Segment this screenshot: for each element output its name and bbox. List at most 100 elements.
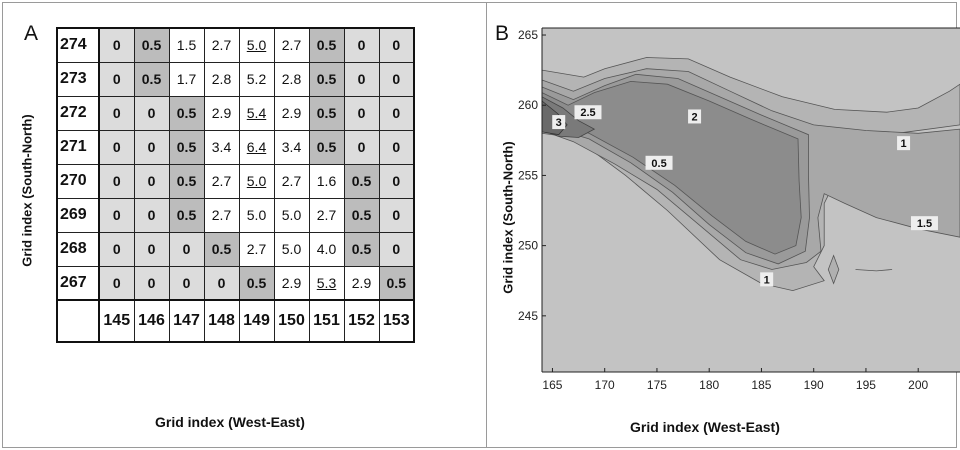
column-header: 145	[98, 299, 135, 343]
table-cell: 0	[98, 163, 135, 199]
table-cell: 2.7	[203, 197, 240, 233]
table-row: 272 0 0 0.5 2.9 5.4 2.9 0.5 0 0	[56, 95, 415, 131]
panel-b-x-axis-label: Grid index (West-East)	[630, 419, 780, 435]
table-row: 273 0 0.5 1.7 2.8 5.2 2.8 0.5 0 0	[56, 61, 415, 97]
table-cell: 0	[133, 265, 170, 301]
table-cell: 0	[98, 95, 135, 131]
table-cell: 2.7	[203, 163, 240, 199]
table-cell: 1.6	[308, 163, 345, 199]
table-cell: 5.0	[238, 27, 275, 63]
table-cell: 2.9	[273, 95, 310, 131]
column-header: 152	[343, 299, 380, 343]
panel-a-label: A	[24, 22, 39, 45]
table-cell: 0	[378, 163, 415, 199]
table-row: 274 0 0.5 1.5 2.7 5.0 2.7 0.5 0 0	[56, 27, 415, 63]
table-cell: 0	[343, 27, 380, 63]
table-cell: 0.5	[378, 265, 415, 301]
y-tick-label: 250	[518, 239, 538, 253]
row-header: 272	[56, 95, 100, 131]
table-corner	[56, 299, 100, 343]
column-header: 147	[168, 299, 205, 343]
row-header: 269	[56, 197, 100, 233]
column-header: 151	[308, 299, 345, 343]
table-cell: 0	[343, 61, 380, 97]
table-cell: 0	[378, 231, 415, 267]
table-cell: 0.5	[133, 27, 170, 63]
table-cell: 0	[133, 163, 170, 199]
contour-label: 2.5	[580, 107, 595, 119]
table-cell: 2.7	[273, 27, 310, 63]
contour-label: 1	[901, 138, 907, 150]
row-header: 271	[56, 129, 100, 165]
table-cell: 0	[98, 265, 135, 301]
table-cell: 0	[378, 95, 415, 131]
table-cell: 0.5	[133, 61, 170, 97]
row-header: 274	[56, 27, 100, 63]
table-cell: 0	[378, 61, 415, 97]
table-cell: 5.0	[273, 231, 310, 267]
x-tick-label: 165	[542, 378, 562, 392]
table-cell: 0.5	[238, 265, 275, 301]
grid-value-table: 274 0 0.5 1.5 2.7 5.0 2.7 0.5 0 0 273 0 0.5 1.7 2.8 5.2…	[56, 27, 415, 343]
table-cell: 0.5	[203, 231, 240, 267]
contour-label-box	[897, 136, 911, 151]
table-cell: 2.7	[273, 163, 310, 199]
table-cell: 0.5	[168, 197, 205, 233]
table-cell: 0	[98, 129, 135, 165]
x-tick-label: 175	[647, 378, 667, 392]
table-cell: 2.9	[273, 265, 310, 301]
row-header: 267	[56, 265, 100, 301]
table-cell: 0.5	[168, 129, 205, 165]
contour-label: 1	[764, 274, 770, 286]
contour-label-box	[760, 272, 774, 287]
table-row: 267 0 0 0 0 0.5 2.9 5.3 2.9 0.5	[56, 265, 415, 301]
contour-label: 2	[692, 111, 698, 123]
table-cell: 6.4	[238, 129, 275, 165]
table-row: 270 0 0 0.5 2.7 5.0 2.7 1.6 0.5 0	[56, 163, 415, 199]
table-cell: 0	[133, 231, 170, 267]
contour-label: 0.5	[651, 158, 666, 170]
x-tick-label: 195	[856, 378, 876, 392]
table-cell: 2.9	[343, 265, 380, 301]
contour-filament	[855, 269, 893, 272]
panel-divider	[486, 2, 487, 448]
table-cell: 0	[378, 27, 415, 63]
table-cell: 2.7	[203, 27, 240, 63]
table-cell: 0	[98, 231, 135, 267]
table-cell: 0.5	[308, 61, 345, 97]
contour-label-box	[645, 155, 673, 170]
table-cell: 3.4	[203, 129, 240, 165]
y-tick-label: 255	[518, 168, 538, 182]
table-cell: 2.7	[238, 231, 275, 267]
table-cell: 4.0	[308, 231, 345, 267]
table-cell: 1.5	[168, 27, 205, 63]
table-cell: 0	[343, 129, 380, 165]
table-cell: 5.0	[238, 197, 275, 233]
column-header: 153	[378, 299, 415, 343]
row-header: 273	[56, 61, 100, 97]
contour-label-box	[552, 115, 566, 130]
table-cell: 0	[133, 95, 170, 131]
table-cell: 3.4	[273, 129, 310, 165]
y-tick-label: 265	[518, 28, 538, 42]
table-row: 269 0 0 0.5 2.7 5.0 5.0 2.7 0.5 0	[56, 197, 415, 233]
table-cell: 0	[378, 129, 415, 165]
contour-island	[827, 254, 840, 285]
contour-label-box	[574, 105, 602, 120]
table-cell: 0.5	[168, 163, 205, 199]
table-cell: 5.3	[308, 265, 345, 301]
table-cell: 0	[133, 129, 170, 165]
column-header: 148	[203, 299, 240, 343]
table-cell: 0.5	[343, 163, 380, 199]
x-tick-label: 180	[699, 378, 719, 392]
table-cell: 5.4	[238, 95, 275, 131]
y-tick-label: 245	[518, 309, 538, 323]
x-tick-label: 185	[751, 378, 771, 392]
column-header: 149	[238, 299, 275, 343]
x-tick-label: 200	[908, 378, 928, 392]
panel-b-label: B	[495, 22, 510, 45]
table-cell: 1.7	[168, 61, 205, 97]
contour-label: 3	[556, 117, 562, 129]
contour-label-box	[688, 109, 702, 124]
